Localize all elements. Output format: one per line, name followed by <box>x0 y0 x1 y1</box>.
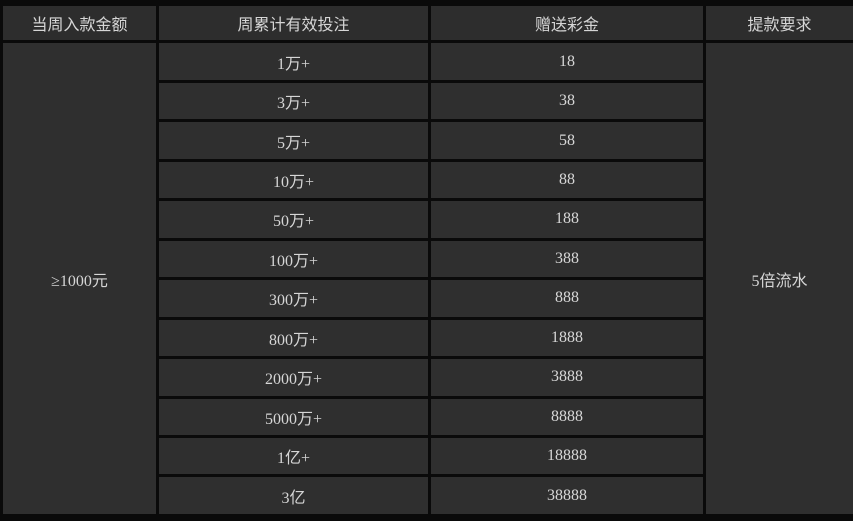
deposit-requirement-cell: ≥1000元 <box>0 40 159 517</box>
table-row: 100万+ 388 <box>2 237 853 281</box>
header-weekly-valid-bet: 周累计有效投注 <box>156 2 431 44</box>
header-bonus: 赠送彩金 <box>428 2 706 44</box>
bonus-cell: 58 <box>428 119 706 162</box>
bonus-cell: 18 <box>428 40 706 83</box>
table-row: 300万+ 888 <box>2 277 853 320</box>
bet-tier-cell: 10万+ <box>156 158 431 202</box>
table-row: 3亿 38888 <box>2 474 853 517</box>
bonus-cell: 38 <box>428 79 706 123</box>
table-row: 50万+ 188 <box>2 198 853 241</box>
table-row: ≥1000元 1万+ 18 5倍流水 <box>0 40 853 517</box>
bonus-cell: 888 <box>428 277 706 320</box>
bet-tier-cell: 800万+ <box>156 316 431 360</box>
bonus-cell: 188 <box>428 198 706 241</box>
bonus-cell: 1888 <box>428 316 706 360</box>
bonus-cell: 3888 <box>428 356 706 399</box>
bet-tier-cell: 1亿+ <box>156 434 431 478</box>
header-withdraw-requirement: 提款要求 <box>703 2 853 44</box>
bonus-cell: 18888 <box>428 434 706 478</box>
bet-tier-cell: 300万+ <box>156 277 431 320</box>
table-row: 800万+ 1888 <box>2 316 853 360</box>
table-row: 10万+ 88 <box>2 158 853 202</box>
bet-tier-cell: 2000万+ <box>156 356 431 399</box>
bet-tier-cell: 5万+ <box>156 119 431 162</box>
bet-tier-cell: 3万+ <box>156 79 431 123</box>
bet-tier-cell: 1万+ <box>156 40 431 83</box>
bonus-cell: 88 <box>428 158 706 202</box>
bonus-cell: 38888 <box>428 474 706 517</box>
bet-tier-cell: 3亿 <box>156 474 431 517</box>
table-row: 2000万+ 3888 <box>2 356 853 399</box>
table-row: 3万+ 38 <box>2 79 853 123</box>
bet-tier-cell: 50万+ <box>156 198 431 241</box>
bonus-cell: 8888 <box>428 395 706 438</box>
withdraw-requirement-cell: 5倍流水 <box>703 40 853 517</box>
table-header-row: 当周入款金额 周累计有效投注 赠送彩金 提款要求 <box>0 2 853 44</box>
table-row: 1亿+ 18888 <box>2 434 853 478</box>
header-deposit-amount: 当周入款金额 <box>0 2 159 44</box>
bonus-cell: 388 <box>428 237 706 281</box>
table-row: 5万+ 58 <box>2 119 853 162</box>
table-row: 5000万+ 8888 <box>2 395 853 438</box>
bet-tier-cell: 5000万+ <box>156 395 431 438</box>
bet-tier-cell: 100万+ <box>156 237 431 281</box>
